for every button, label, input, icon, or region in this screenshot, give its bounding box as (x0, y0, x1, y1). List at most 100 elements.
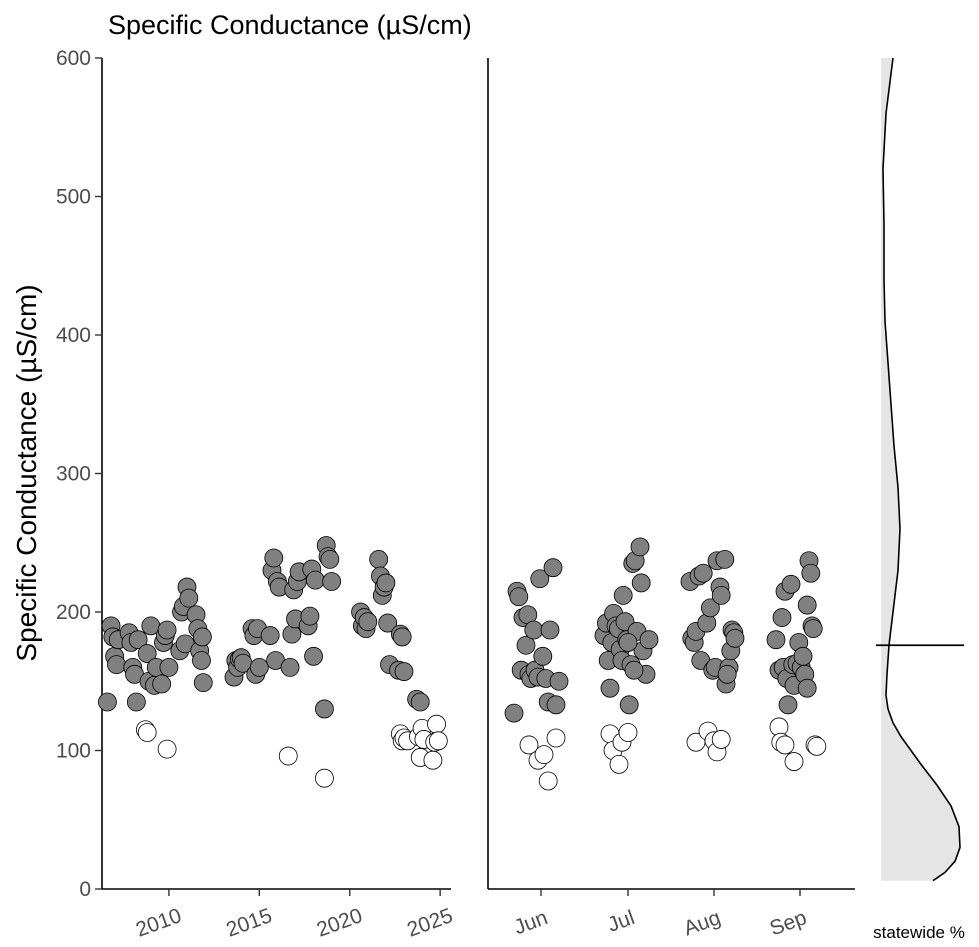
data-point-open (278, 746, 298, 766)
data-point-open (137, 723, 157, 742)
data-point-filled (797, 678, 817, 698)
data-point-filled (304, 646, 323, 666)
y-tick-label: 400 (56, 324, 91, 347)
year-panel: 0 100 200 300 400 500 600 2010 2015 2020 2025 (56, 47, 456, 942)
data-point-open (315, 768, 334, 788)
y-tick-label: 500 (56, 186, 91, 209)
x-tick-label: 2025 (404, 904, 456, 942)
data-point-filled (260, 626, 280, 645)
data-point-filled (98, 692, 117, 712)
density-area (881, 58, 960, 881)
data-point-filled (715, 549, 735, 569)
data-point-filled (540, 620, 560, 640)
density-curve (882, 57, 961, 882)
data-point-filled (378, 613, 398, 633)
data-point-filled (530, 569, 550, 589)
data-point-filled (504, 703, 524, 723)
data-point-filled (516, 635, 536, 655)
data-point-filled (717, 664, 737, 684)
data-point-filled (801, 563, 821, 583)
x-tick-label: 2020 (314, 904, 366, 942)
y-tick-label: 200 (56, 601, 91, 624)
data-point-filled (631, 573, 651, 593)
data-point-filled (137, 644, 157, 663)
data-point-filled (546, 695, 566, 715)
data-point-open (618, 723, 638, 742)
data-point-filled (693, 563, 713, 583)
data-point-filled (392, 627, 412, 647)
x-tick-label: 2010 (133, 904, 185, 942)
statewide-panel (876, 57, 964, 882)
data-point-filled (300, 606, 320, 626)
data-point-filled (624, 660, 644, 680)
data-point-filled (320, 549, 340, 569)
data-point-filled (549, 671, 569, 691)
data-point-filled (600, 678, 620, 698)
data-point-open (428, 731, 448, 751)
y-tick-label: 600 (56, 47, 91, 70)
data-point-filled (126, 692, 146, 712)
data-point-filled (766, 630, 786, 650)
data-point-filled (630, 537, 650, 557)
data-point-filled (358, 612, 378, 632)
y-axis-label: Specific Conductance (µS/cm) (11, 284, 42, 661)
data-point-filled (315, 699, 334, 719)
data-point-filled (410, 692, 430, 712)
data-point-filled (264, 548, 284, 568)
data-point-filled (179, 588, 199, 608)
x-tick-label: Jul (605, 906, 638, 937)
data-point-filled (711, 585, 731, 605)
data-point-filled (193, 673, 213, 693)
data-point-filled (803, 619, 823, 639)
data-point-filled (772, 608, 792, 627)
y-tick-label: 300 (56, 463, 91, 486)
data-point-open (609, 754, 629, 774)
data-point-open (157, 739, 177, 759)
data-point-filled (128, 630, 148, 650)
data-point-filled (543, 558, 563, 578)
data-point-open (538, 771, 558, 791)
data-point-filled (533, 646, 553, 666)
data-point-filled (152, 674, 172, 694)
data-point-open (775, 735, 795, 755)
x-tick-label: Aug (681, 906, 724, 940)
data-point-open (546, 728, 566, 748)
data-point-filled (280, 658, 300, 677)
data-point-open (807, 736, 827, 756)
data-point-filled (778, 695, 798, 715)
data-point-filled (619, 695, 639, 715)
data-point-filled (781, 574, 801, 594)
data-point-filled (159, 658, 179, 677)
y-tick-label: 0 (79, 878, 91, 901)
data-point-open (534, 745, 554, 765)
data-point-filled (192, 651, 211, 670)
data-point-filled (369, 549, 389, 569)
data-point-filled (192, 627, 212, 647)
data-point-filled (793, 646, 813, 666)
statewide-axis-label: statewide % (873, 923, 965, 942)
x-tick-label: Sep (767, 906, 810, 940)
data-point-filled (725, 628, 745, 648)
x-tick-label: Jun (511, 906, 551, 939)
data-point-filled (107, 655, 126, 675)
month-panel: Jun Jul Aug Sep (487, 58, 855, 940)
data-point-filled (797, 595, 817, 615)
y-tick-label: 100 (56, 740, 91, 763)
data-point-open (423, 750, 443, 770)
data-point-open (519, 735, 539, 755)
x-tick-label: 2015 (223, 904, 275, 942)
data-point-filled (618, 633, 638, 652)
data-point-open (711, 730, 731, 749)
data-point-filled (509, 587, 529, 607)
data-point-filled (249, 658, 269, 677)
chart-title: Specific Conductance (µS/cm) (108, 10, 472, 40)
data-point-filled (613, 585, 633, 605)
data-point-filled (394, 662, 414, 681)
data-point-filled (322, 572, 342, 591)
data-point-filled (376, 573, 396, 593)
data-point-filled (701, 598, 720, 618)
data-point-open (784, 752, 804, 771)
data-point-filled (524, 620, 544, 640)
data-point-filled (639, 630, 659, 650)
